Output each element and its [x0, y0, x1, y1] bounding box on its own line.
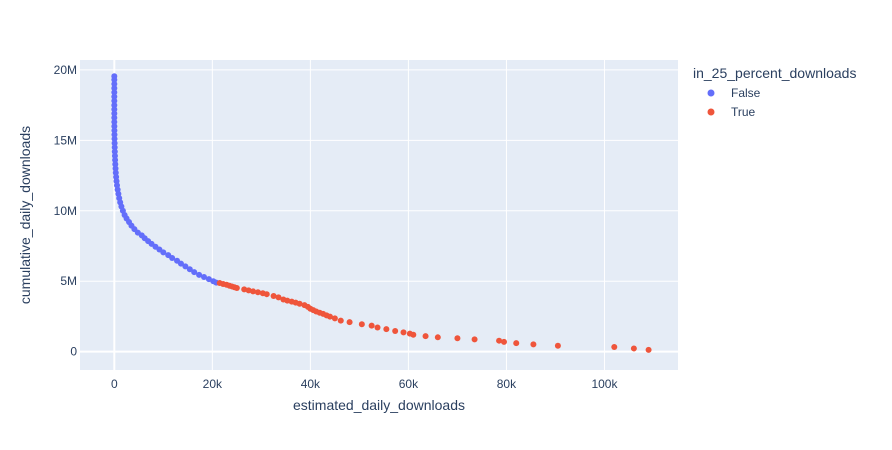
- x-tick-label: 100k: [591, 377, 618, 391]
- x-tick-label: 20k: [203, 377, 223, 391]
- data-point: [296, 300, 303, 307]
- data-point: [169, 254, 176, 261]
- x-tick-labels: 0 20k 40k 60k 80k 100k: [111, 377, 619, 391]
- plot-background: [80, 60, 678, 370]
- data-point: [374, 324, 381, 331]
- data-point: [530, 341, 537, 348]
- data-point: [111, 140, 118, 147]
- data-point: [275, 294, 282, 301]
- data-point: [111, 89, 118, 96]
- legend-marker-false: [707, 89, 715, 97]
- data-point: [410, 331, 417, 338]
- data-point: [645, 346, 652, 353]
- data-point: [496, 337, 503, 344]
- data-point: [177, 260, 184, 267]
- legend-item-false[interactable]: False: [731, 86, 761, 100]
- data-point: [111, 114, 118, 121]
- data-point: [111, 97, 118, 104]
- data-point: [112, 161, 119, 168]
- data-point: [331, 315, 338, 322]
- data-point: [346, 319, 353, 326]
- data-point: [513, 340, 520, 347]
- data-point: [111, 85, 118, 92]
- data-point: [392, 327, 399, 334]
- data-point: [196, 271, 203, 278]
- y-tick-labels: 0 5M 10M 15M 20M: [54, 63, 78, 359]
- data-point: [111, 106, 118, 113]
- data-point: [111, 93, 118, 100]
- x-tick-label: 40k: [301, 377, 321, 391]
- data-point: [111, 123, 118, 130]
- data-point: [434, 334, 441, 341]
- data-point: [160, 249, 167, 256]
- data-point: [186, 266, 193, 273]
- data-point: [111, 152, 118, 159]
- data-point: [611, 344, 618, 351]
- grid: [80, 60, 678, 370]
- y-tick-label: 0: [70, 345, 77, 359]
- x-tick-label: 80k: [497, 377, 517, 391]
- data-point: [471, 336, 478, 343]
- data-point: [422, 333, 429, 340]
- y-tick-label: 10M: [54, 204, 77, 218]
- data-point: [270, 293, 277, 300]
- legend-marker-true: [707, 108, 715, 116]
- data-point: [337, 317, 344, 324]
- data-point: [111, 131, 118, 138]
- data-point: [358, 321, 365, 328]
- legend: in_25_percent_downloads False True: [693, 65, 856, 119]
- data-point: [191, 269, 198, 276]
- legend-item-true[interactable]: True: [731, 105, 756, 119]
- data-point: [554, 342, 561, 349]
- data-point: [263, 291, 270, 298]
- data-point: [383, 326, 390, 333]
- data-point: [112, 157, 119, 164]
- data-point: [111, 110, 118, 117]
- data-point: [254, 289, 261, 296]
- data-point: [400, 329, 407, 336]
- data-point: [112, 165, 119, 172]
- data-point: [326, 313, 333, 320]
- data-point: [111, 76, 118, 83]
- data-point: [630, 345, 637, 352]
- data-point: [111, 144, 118, 151]
- y-tick-label: 15M: [54, 133, 77, 147]
- series-true: [216, 280, 652, 353]
- x-tick-label: 60k: [399, 377, 419, 391]
- data-point: [111, 102, 118, 109]
- data-point: [454, 335, 461, 342]
- x-axis-title: estimated_daily_downloads: [293, 397, 465, 413]
- series-false: [111, 73, 220, 286]
- data-point: [233, 284, 240, 291]
- data-points: [111, 73, 652, 353]
- data-point: [182, 263, 189, 270]
- data-point: [111, 119, 118, 125]
- data-point: [111, 127, 118, 134]
- legend-title: in_25_percent_downloads: [693, 65, 856, 81]
- data-point: [111, 135, 118, 142]
- y-axis-title: cumulative_daily_downloads: [17, 126, 33, 304]
- data-point: [111, 80, 118, 87]
- data-point: [201, 274, 208, 280]
- x-tick-label: 0: [111, 377, 118, 391]
- data-point: [111, 148, 118, 155]
- data-point: [500, 338, 507, 345]
- y-tick-label: 20M: [54, 63, 77, 77]
- data-point: [368, 322, 375, 329]
- data-point: [250, 288, 257, 295]
- y-tick-label: 5M: [60, 274, 77, 288]
